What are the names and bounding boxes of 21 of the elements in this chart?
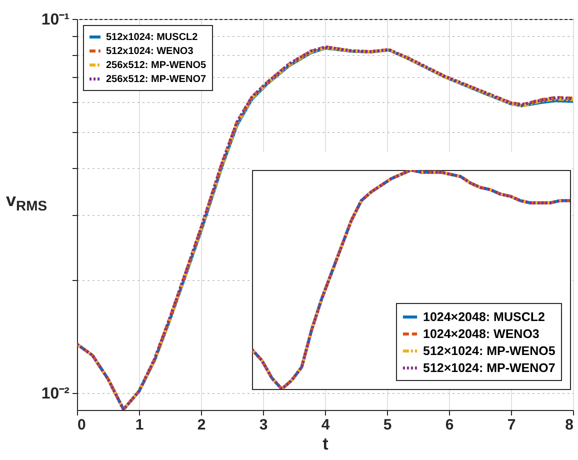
x-tick-label: 4 bbox=[321, 416, 330, 434]
x-tick-label: 2 bbox=[197, 416, 206, 434]
legend-label: 512x1024: WENO3 bbox=[106, 46, 194, 57]
y-axis-title: v$_{RMS}$ bbox=[6, 190, 48, 214]
x-tick-label: 5 bbox=[383, 416, 392, 434]
legend-label: 1024×2048: WENO3 bbox=[423, 327, 540, 341]
legend-label: 512×1024: MP-WENO5 bbox=[423, 344, 556, 358]
x-tick-label: 0 bbox=[78, 416, 86, 434]
legend-label: 1024×2048: MUSCL2 bbox=[423, 310, 545, 324]
legend-label: 512x1024: MUSCL2 bbox=[106, 32, 198, 43]
x-tick-label: 1 bbox=[135, 416, 144, 434]
legend-label: 512×1024: MP-WENO7 bbox=[423, 361, 556, 375]
x-tick-label: 6 bbox=[445, 416, 454, 434]
x-tick-label: 8 bbox=[565, 416, 574, 434]
y-tick-label: 10⁻² bbox=[41, 385, 70, 402]
legend-label: 256x512: MP-WENO7 bbox=[106, 74, 206, 85]
y-tick-label: 10⁻¹ bbox=[41, 12, 70, 28]
x-tick-label: 7 bbox=[507, 416, 516, 434]
legend-label: 256x512: MP-WENO5 bbox=[106, 60, 206, 71]
x-tick-label: 3 bbox=[259, 416, 268, 434]
x-axis-title: t bbox=[322, 434, 329, 454]
